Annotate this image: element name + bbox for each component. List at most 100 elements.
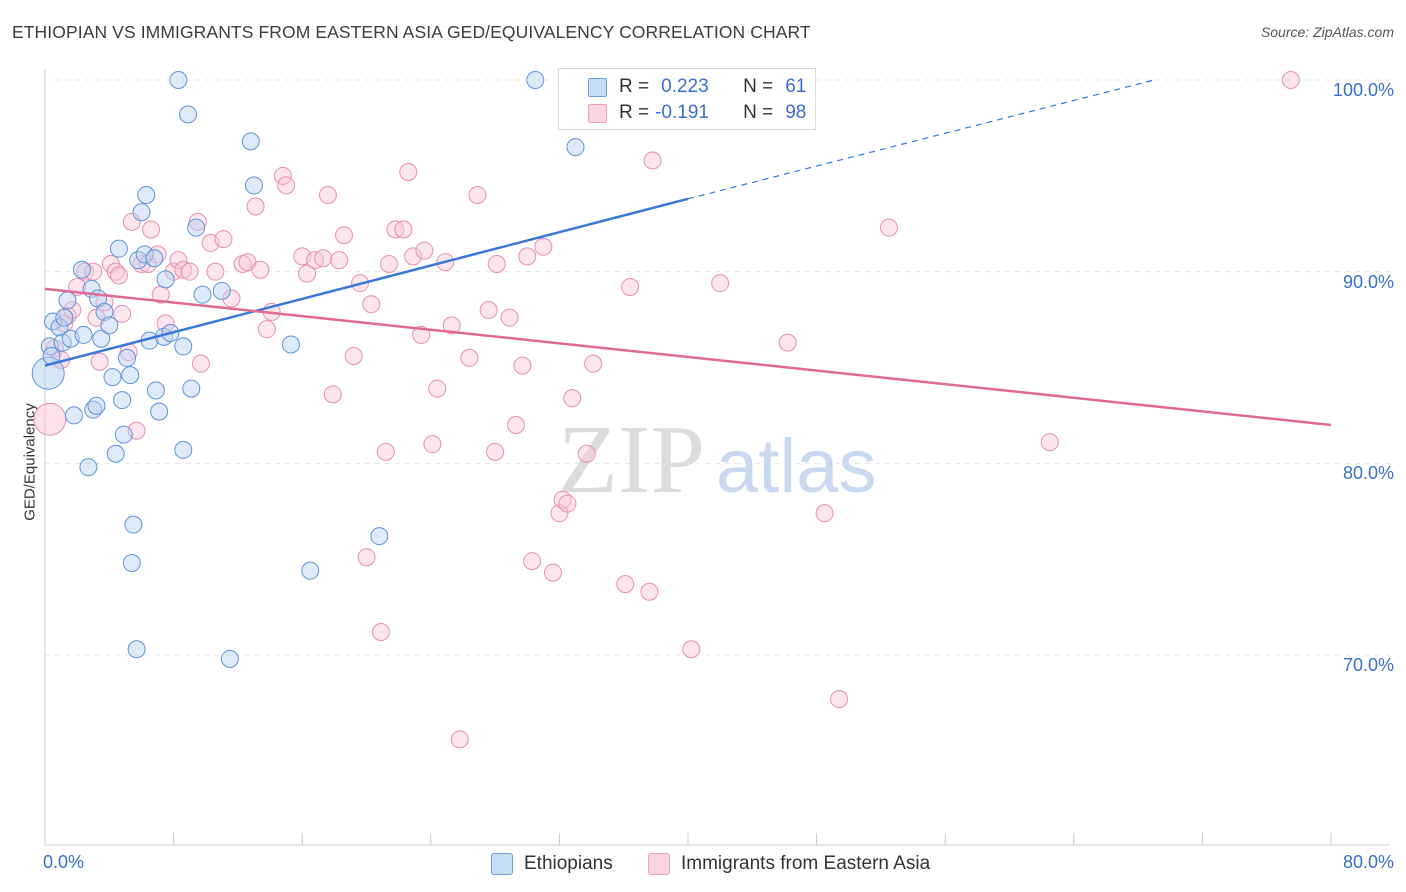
immigrant-point — [122, 212, 141, 231]
immigrant-point — [558, 494, 577, 513]
ethiopian-point — [132, 203, 151, 222]
ethiopian-point — [50, 318, 69, 337]
series-immigrants-eastern-asia — [33, 69, 1300, 749]
chart-title: ETHIOPIAN VS IMMIGRANTS FROM EASTERN ASI… — [12, 22, 811, 42]
watermark: ZIP atlas — [558, 406, 877, 514]
immigrant-point — [90, 352, 109, 371]
immigrant-point — [500, 308, 519, 327]
immigrant-point — [334, 226, 353, 245]
immigrant-point — [180, 262, 199, 281]
immigrant-point — [277, 176, 296, 195]
ethiopian-point — [193, 285, 212, 304]
ethiopian-point — [109, 239, 128, 258]
ethiopian-point — [179, 105, 198, 124]
legend-swatch-immigrants — [648, 853, 670, 875]
immigrant-point — [113, 304, 132, 323]
ethiopian-point — [145, 249, 164, 268]
x-tick-label: 0.0% — [43, 852, 85, 872]
ethiopian-point — [117, 348, 136, 367]
x-tick-label: 80.0% — [1342, 852, 1394, 872]
immigrant-point — [257, 320, 276, 339]
ethiopian-point — [150, 402, 169, 421]
immigrant-point — [251, 260, 270, 279]
immigrant-point — [830, 690, 849, 709]
ethiopian-point — [137, 186, 156, 204]
ethiopian-point — [174, 337, 193, 356]
trend-line-ethiopians — [44, 197, 689, 367]
legend-swatch-blue — [588, 78, 607, 97]
ethiopian-point — [100, 316, 119, 335]
immigrant-point — [169, 251, 188, 270]
ethiopian-point — [241, 132, 260, 151]
immigrant-point — [214, 230, 233, 249]
ethiopian-point — [114, 425, 133, 444]
immigrant-point — [376, 442, 395, 461]
immigrant-point — [156, 314, 175, 333]
immigrant-point — [371, 623, 390, 641]
immigrant-point — [815, 504, 834, 523]
immigrant-point — [460, 348, 479, 367]
immigrant-point — [174, 260, 193, 279]
correlation-legend: R = 0.223 N = 61 R = -0.191 N = 98 — [558, 68, 816, 130]
immigrant-point — [206, 262, 225, 281]
ethiopian-point — [103, 368, 122, 387]
legend-item-immigrants: Immigrants from Eastern Asia — [648, 851, 930, 877]
legend-item-ethiopians: Ethiopians — [491, 851, 613, 877]
immigrant-point — [442, 316, 461, 335]
immigrant-point — [357, 548, 376, 567]
trend-lines — [44, 79, 1332, 427]
y-tick-label: 80.0% — [1342, 463, 1394, 484]
immigrant-point — [222, 289, 241, 308]
immigrant-point — [468, 186, 487, 204]
ethiopian-point — [122, 554, 141, 572]
ethiopian-point — [64, 406, 83, 425]
legend-r-value: 0.223 — [661, 76, 709, 97]
immigrant-point — [640, 582, 659, 601]
immigrant-point — [142, 220, 161, 239]
ethiopian-point — [95, 302, 114, 321]
immigrant-point — [1040, 433, 1059, 452]
legend-label-immigrants: Immigrants from Eastern Asia — [681, 853, 931, 874]
immigrant-point — [486, 442, 505, 461]
ethiopian-point — [220, 649, 239, 668]
immigrant-point — [643, 151, 662, 170]
immigrant-point — [534, 237, 553, 256]
immigrant-point — [487, 255, 506, 273]
ethiopian-point — [72, 260, 91, 279]
ethiopian-point — [121, 366, 140, 385]
ethiopian-point — [174, 440, 193, 459]
ethiopian-point — [31, 356, 65, 390]
ethiopian-point — [79, 458, 98, 477]
axes — [44, 70, 1390, 846]
legend-n-label: N = — [743, 102, 774, 123]
immigrant-point — [330, 251, 349, 270]
y-tick-label: 90.0% — [1342, 271, 1394, 292]
immigrant-point — [273, 166, 292, 185]
series-ethiopians — [31, 71, 585, 668]
immigrant-point — [314, 249, 333, 268]
immigrant-point — [563, 389, 582, 408]
immigrant-point — [479, 301, 498, 319]
ethiopian-point — [146, 381, 165, 400]
immigrant-point — [879, 218, 898, 237]
ethiopian-point — [55, 308, 74, 327]
immigrant-point — [616, 575, 635, 594]
ethiopian-point — [135, 245, 154, 264]
ethiopian-point — [87, 396, 106, 415]
immigrant-point — [506, 416, 525, 434]
immigrant-point — [577, 444, 596, 463]
immigrant-point — [1281, 71, 1300, 89]
ethiopian-point — [169, 71, 188, 89]
legend-r-label: R = — [619, 76, 650, 97]
immigrant-point — [412, 325, 431, 344]
legend-row-immigrants: R = -0.191 N = 98 — [619, 101, 806, 125]
ethiopian-point — [370, 527, 389, 546]
gridlines — [45, 79, 1390, 656]
legend-n-value: 61 — [785, 76, 807, 97]
immigrant-point — [344, 347, 363, 365]
ethiopian-point — [113, 391, 132, 410]
legend-n-label: N = — [743, 76, 774, 97]
immigrant-point — [109, 266, 128, 285]
immigrant-point — [711, 274, 730, 293]
ethiopian-point — [212, 281, 231, 300]
